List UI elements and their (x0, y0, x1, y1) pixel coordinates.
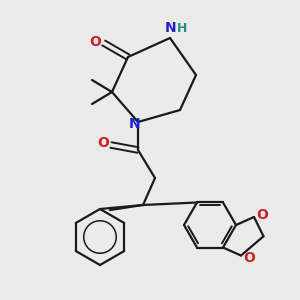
Text: N: N (129, 117, 141, 131)
Text: O: O (97, 136, 109, 150)
Text: O: O (89, 35, 101, 49)
Text: H: H (177, 22, 187, 34)
Text: N: N (165, 21, 177, 35)
Text: O: O (256, 208, 268, 222)
Text: O: O (243, 250, 255, 265)
